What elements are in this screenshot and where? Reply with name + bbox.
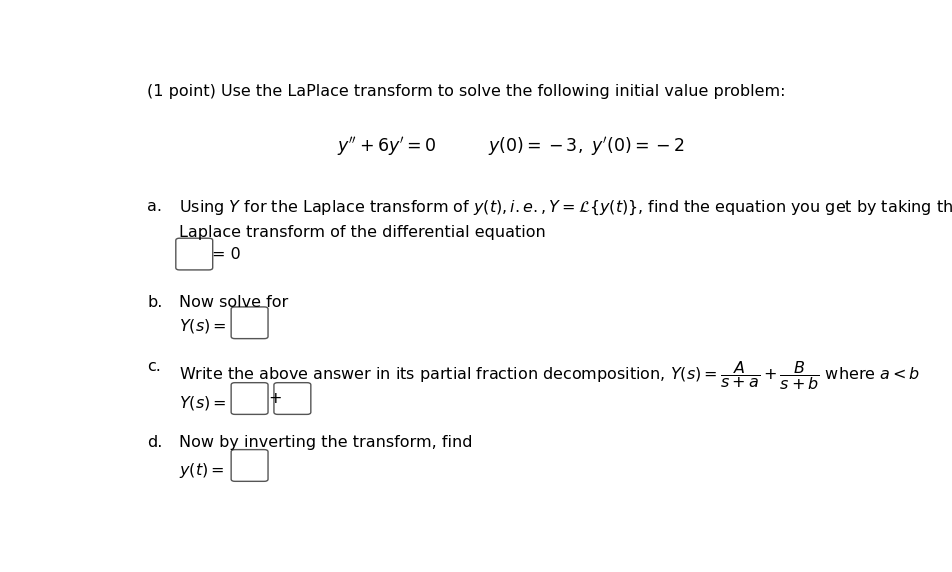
Text: Now solve for: Now solve for [180, 296, 288, 311]
Text: $y(0) = -3, \ y'(0) = -2$: $y(0) = -3, \ y'(0) = -2$ [488, 135, 684, 158]
Text: $y(t) =$: $y(t) =$ [180, 460, 225, 480]
Text: (1 point) Use the LaPlace transform to solve the following initial value problem: (1 point) Use the LaPlace transform to s… [147, 84, 785, 99]
Text: c.: c. [147, 359, 161, 374]
Text: $Y(s) =$: $Y(s) =$ [180, 394, 227, 412]
FancyBboxPatch shape [274, 383, 310, 414]
FancyBboxPatch shape [231, 307, 268, 339]
Text: b.: b. [147, 296, 163, 311]
FancyBboxPatch shape [231, 383, 268, 414]
Text: d.: d. [147, 435, 163, 450]
Text: +: + [268, 391, 282, 407]
Text: = 0: = 0 [212, 247, 241, 262]
Text: Laplace transform of the differential equation: Laplace transform of the differential eq… [180, 225, 546, 240]
FancyBboxPatch shape [176, 238, 212, 270]
FancyBboxPatch shape [231, 450, 268, 481]
Text: Write the above answer in its partial fraction decomposition, $Y(s) = \dfrac{A}{: Write the above answer in its partial fr… [180, 359, 921, 392]
Text: $Y(s) =$: $Y(s) =$ [180, 317, 227, 336]
Text: Now by inverting the transform, find: Now by inverting the transform, find [180, 435, 473, 450]
Text: $y'' + 6y' = 0$: $y'' + 6y' = 0$ [337, 135, 436, 158]
Text: a.: a. [147, 198, 162, 213]
Text: Using $Y$ for the Laplace transform of $y(t), i.e., Y = \mathcal{L}\{y(t)\}$, fi: Using $Y$ for the Laplace transform of $… [180, 198, 952, 217]
